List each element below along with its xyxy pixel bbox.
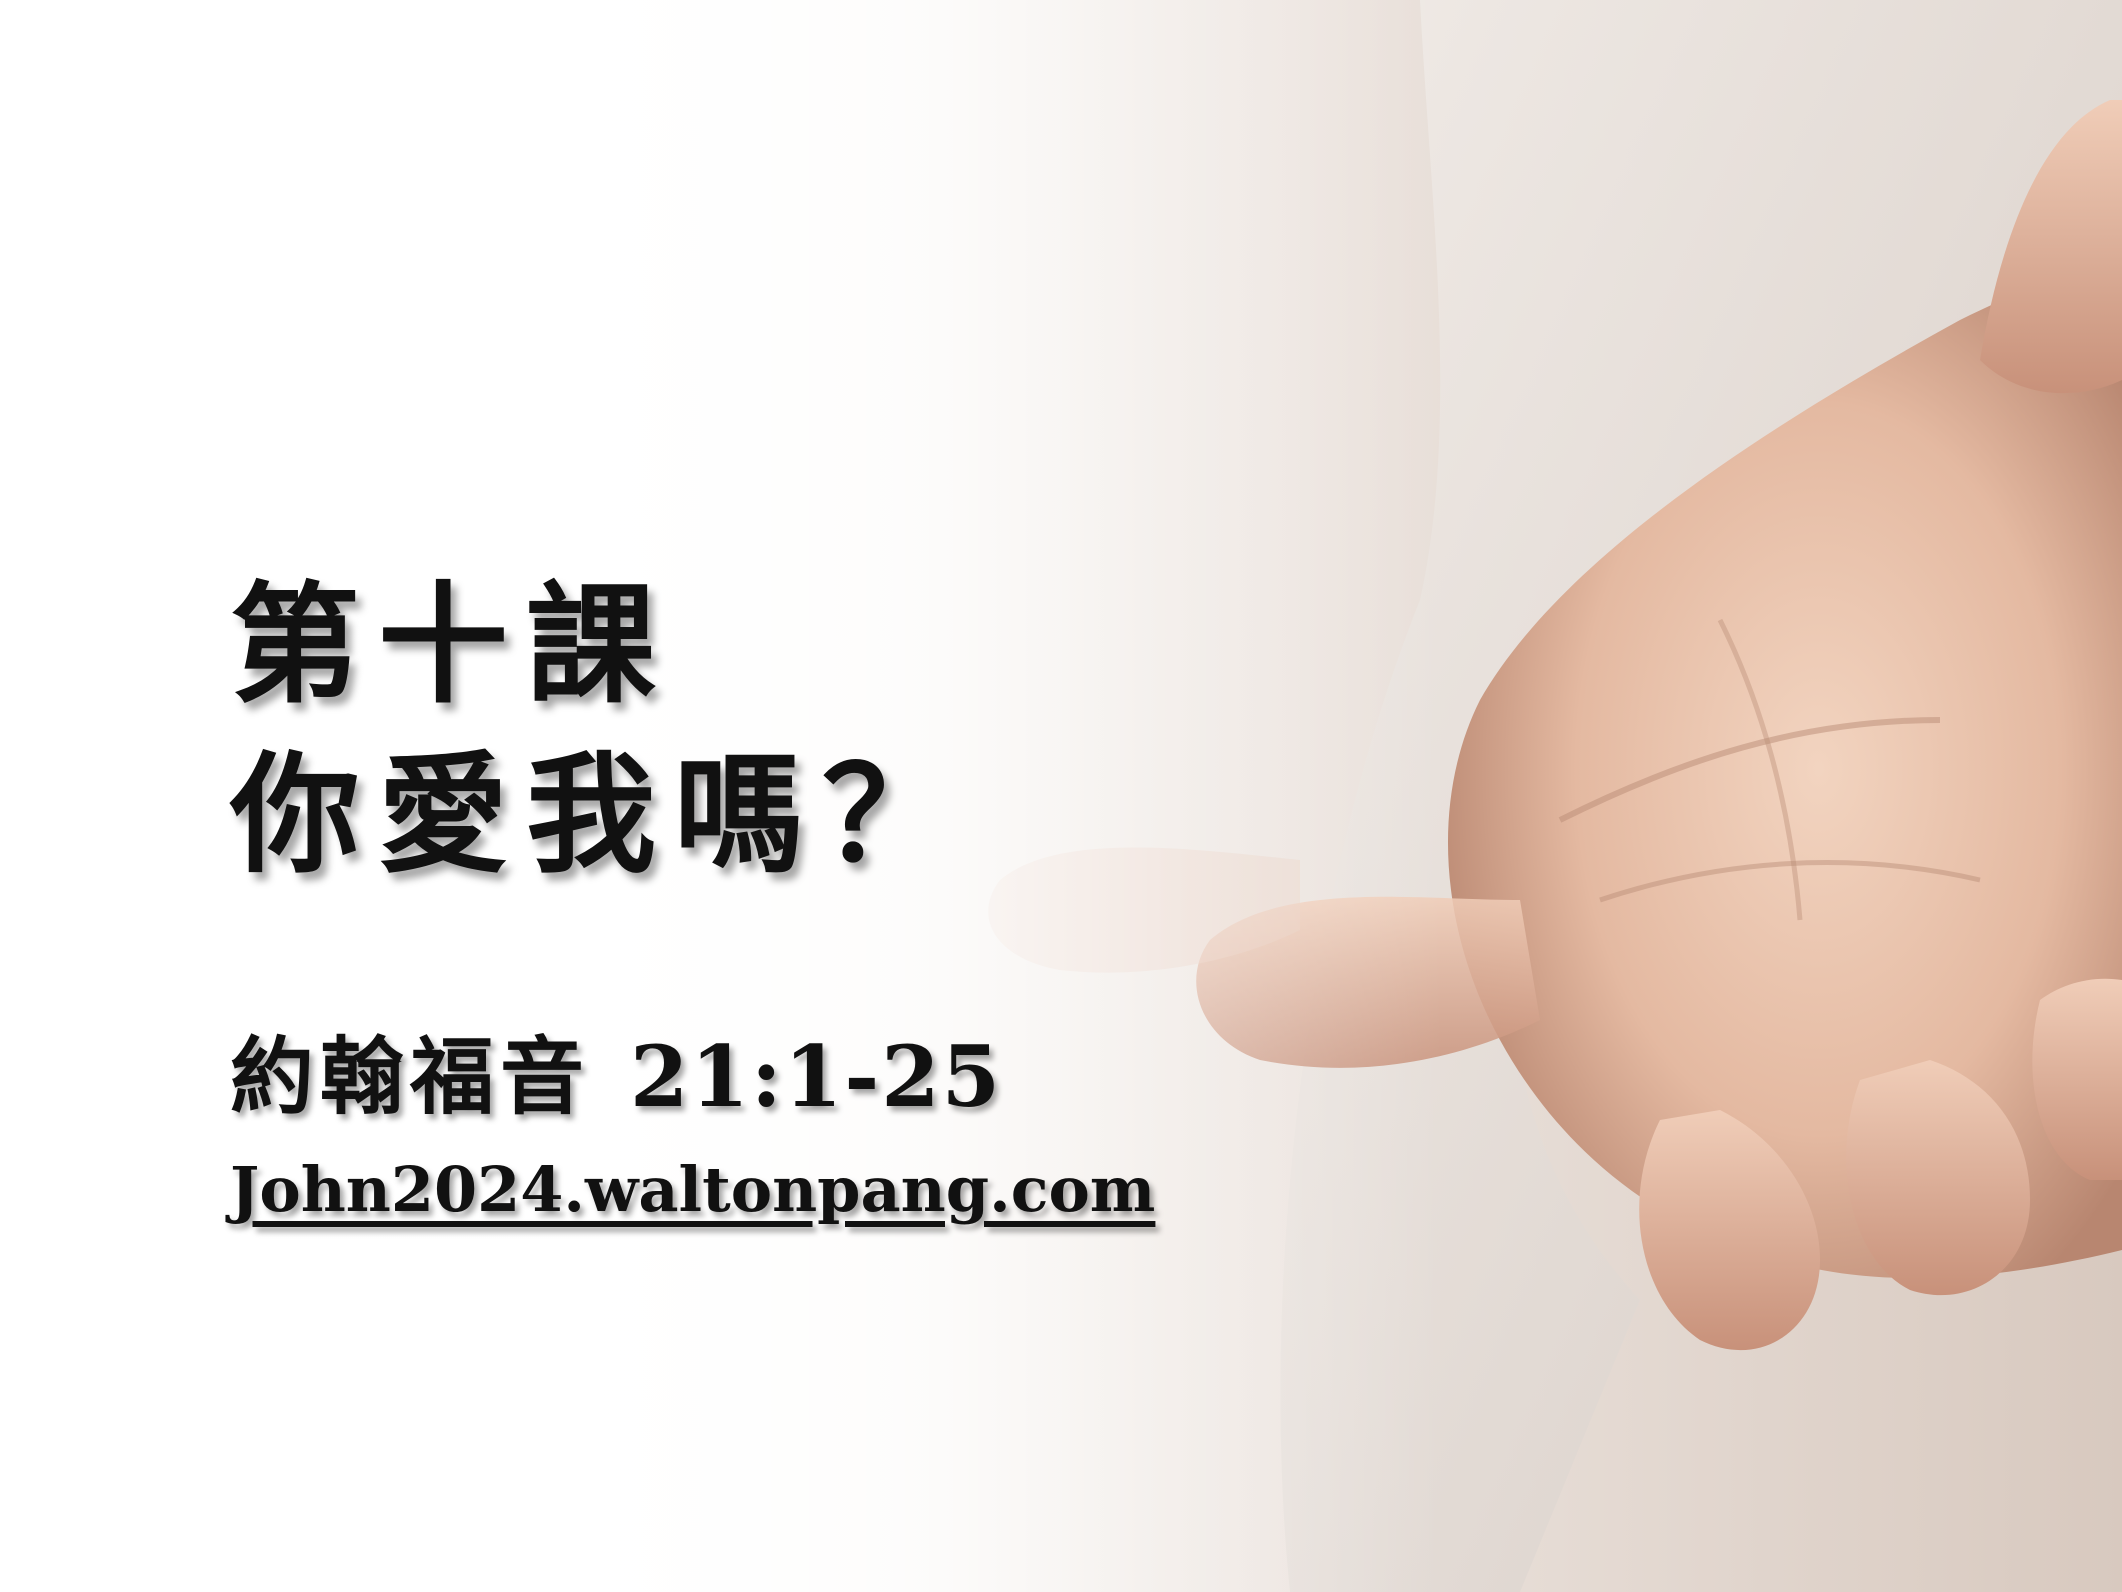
lesson-title: 你愛我嗎？ — [230, 738, 971, 891]
title-block: 第十課 你愛我嗎？ 約翰福音 21:1-25 John2024.waltonpan… — [230, 560, 1155, 1226]
scripture-verses: 21:1-25 — [630, 1027, 1003, 1126]
scripture-book: 約翰福音 — [230, 1027, 591, 1126]
lesson-number: 第十課 — [230, 568, 675, 721]
scripture-reference: 約翰福音 21:1-25 — [230, 1010, 1155, 1131]
website-link[interactable]: John2024.waltonpang.com — [230, 1153, 1156, 1226]
